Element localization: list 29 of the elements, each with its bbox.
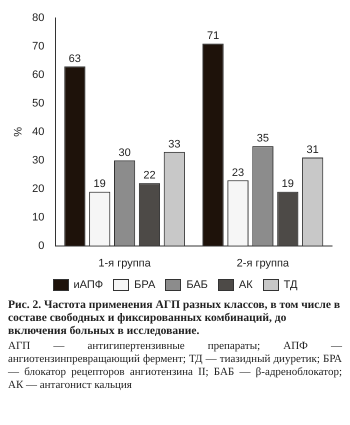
y-tick-label: 80: [32, 12, 44, 24]
y-axis-title: %: [12, 126, 25, 137]
legend-label: ТД: [284, 279, 298, 291]
data-label: 19: [282, 178, 294, 190]
y-tick-label: 0: [38, 240, 44, 252]
data-label: 23: [232, 166, 244, 179]
x-tick-label: 2-я группа: [236, 257, 290, 270]
legend-label: иАПФ: [74, 279, 104, 291]
y-tick-label: 20: [32, 182, 44, 195]
x-tick-label: 1-я группа: [98, 257, 152, 270]
y-tick-label: 50: [32, 97, 44, 110]
data-label: 19: [94, 178, 106, 190]
text: АГП — антигипертензивные препараты; АПФ — ангиотензинпревращающий фермент; ТД — тиазидный диуретик; БРА — блокатор рецепторов ангиотензина II; БАБ — β-адреноблокатор; АК — антагонист кальция: [8, 340, 342, 392]
data-label: 22: [143, 170, 156, 182]
data-label: 31: [306, 144, 319, 156]
data-label: 30: [118, 146, 131, 159]
data-label: 71: [206, 30, 220, 42]
y-tick-label: 70: [32, 40, 44, 53]
y-tick-label: 60: [32, 68, 44, 81]
legend-label: БАБ: [186, 279, 208, 291]
data-label: 35: [256, 132, 269, 145]
text: Рис. 2. Частота применения АГП разных классов, в том числе в составе свободных и фиксированных комбинаций, до включения больных в исследование.: [8, 299, 342, 338]
legend-label: АК: [238, 279, 253, 291]
data-label: 63: [68, 52, 81, 65]
y-tick-label: 40: [32, 126, 44, 138]
y-tick-label: 30: [32, 154, 44, 166]
legend-label: БРА: [134, 279, 156, 291]
data-label: 33: [168, 138, 180, 150]
y-tick-label: 10: [32, 211, 44, 224]
